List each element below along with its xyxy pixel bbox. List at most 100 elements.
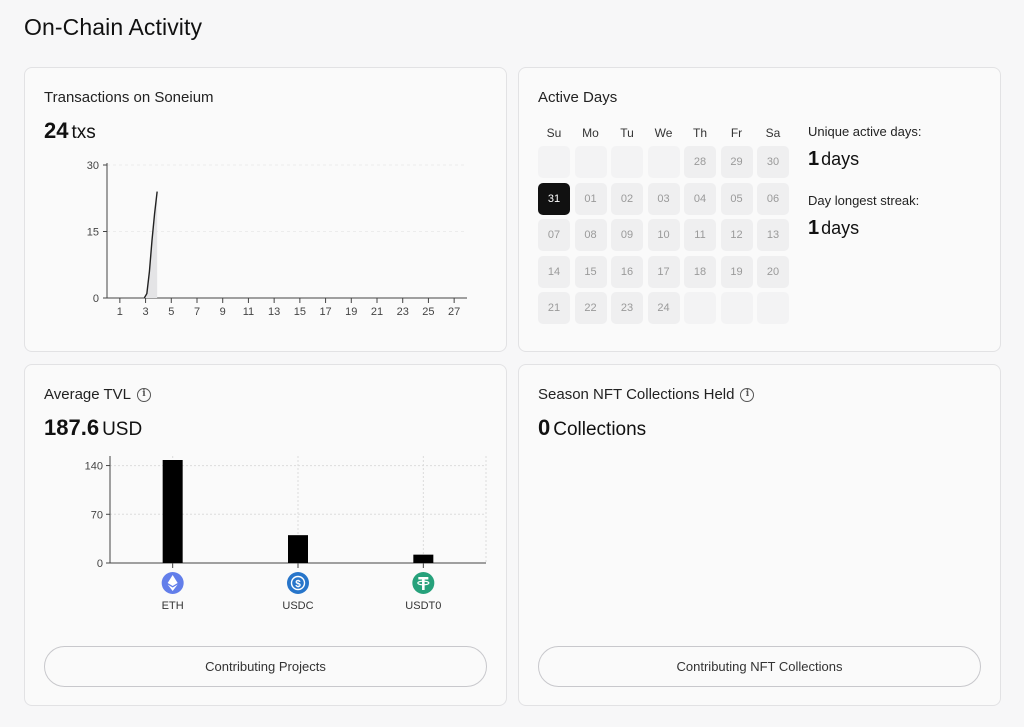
x-tick-label: 23	[397, 306, 409, 318]
info-icon[interactable]: i	[740, 387, 755, 402]
calendar-day: 07	[538, 219, 570, 251]
x-tick-label: 5	[168, 306, 174, 318]
streak-unit: days	[821, 218, 860, 238]
contributing-nft-collections-button[interactable]: Contributing NFT Collections	[538, 646, 981, 687]
x-tick-label: 27	[448, 306, 460, 318]
x-tick-label: 17	[319, 306, 331, 318]
unique-days-value: 1 days	[808, 148, 921, 171]
average-tvl-metric: 187.6 USD	[44, 415, 142, 441]
x-tick-label: 13	[268, 306, 280, 318]
calendar-day: 01	[574, 182, 607, 215]
y-tick-label: 30	[87, 160, 99, 172]
weekday-label: Th	[692, 126, 707, 140]
calendar-day: 19	[720, 255, 753, 288]
calendar-day: 11	[684, 219, 716, 251]
y-tick-label: 140	[85, 461, 103, 473]
x-tick-label: 11	[243, 306, 254, 318]
streak-label: Day longest streak:	[808, 193, 920, 208]
usdc-icon: $	[287, 572, 309, 594]
average-tvl-value: 187.6	[44, 415, 100, 440]
weekday-label: Fr	[730, 126, 743, 140]
y-tick-label: 0	[97, 558, 103, 570]
nft-collections-card: Season NFT Collections Held i 0 Collectio…	[518, 364, 1001, 706]
calendar-day: 30	[757, 146, 789, 178]
calendar-day: 06	[757, 182, 789, 215]
x-tick-label: 1	[117, 306, 123, 318]
tvl-chart: 0 70 140 ETH $ USDC USDT0	[85, 456, 487, 612]
category-label: USDT0	[405, 600, 441, 612]
transactions-metric: 24 txs	[44, 118, 96, 144]
calendar-day: 04	[684, 182, 716, 215]
weekday-label: We	[654, 126, 673, 140]
x-tick-label: 21	[371, 306, 383, 318]
y-tick-label: 0	[93, 293, 99, 305]
y-tick-label: 70	[91, 509, 103, 521]
unique-days-label: Unique active days:	[808, 124, 922, 139]
category-label: USDC	[282, 600, 313, 612]
info-icon[interactable]: i	[137, 387, 152, 402]
nft-metric: 0 Collections	[538, 415, 646, 441]
calendar-day: 17	[647, 255, 680, 288]
calendar-day: 18	[684, 255, 716, 288]
average-tvl-title: Average TVL	[44, 386, 132, 403]
transactions-line	[143, 191, 158, 299]
calendar-day: 08	[574, 219, 607, 251]
x-tick-label: 19	[345, 306, 357, 318]
transactions-area	[144, 191, 158, 298]
active-days-title: Active Days	[538, 89, 618, 106]
average-tvl-card: Average TVL i 187.6 USD 0 70 140 ETH $ USDC USD…	[24, 364, 507, 706]
streak-number: 1	[808, 217, 820, 239]
calendar-day: 14	[538, 255, 570, 288]
y-tick-label: 15	[87, 227, 99, 239]
eth-icon	[161, 572, 184, 594]
calendar-day: 20	[757, 255, 789, 288]
x-tick-label: 25	[422, 306, 434, 318]
calendar-day: 23	[611, 292, 643, 324]
calendar-day-active: 31	[538, 182, 570, 215]
calendar-day: 16	[611, 255, 643, 288]
calendar-empty-cell	[757, 292, 789, 324]
page-title: On-Chain Activity	[24, 14, 203, 40]
transactions-title: Transactions on Soneium	[44, 89, 214, 106]
unique-days-unit: days	[821, 149, 860, 169]
calendar-day: 13	[757, 219, 789, 251]
nft-unit: Collections	[553, 419, 647, 440]
calendar-day: 09	[611, 219, 643, 251]
weekday-label: Sa	[765, 126, 781, 140]
contributing-projects-button[interactable]: Contributing Projects	[44, 646, 487, 687]
calendar-empty-cell	[684, 292, 716, 324]
weekday-label: Mo	[582, 126, 599, 140]
category-label: ETH	[162, 600, 184, 612]
calendar-empty-cell	[538, 146, 570, 178]
x-tick-label: 3	[143, 306, 149, 318]
bar-usdt0	[413, 554, 434, 563]
average-tvl-title-row: Average TVL i	[44, 386, 152, 403]
transactions-card: Transactions on Soneium 24 txs 0 15 30 1 3 5 7 9…	[24, 67, 507, 352]
calendar-day: 15	[574, 255, 607, 288]
nft-title: Season NFT Collections Held	[538, 386, 735, 403]
weekday-label: Su	[546, 126, 562, 140]
calendar-day: 22	[574, 292, 607, 324]
unique-days-number: 1	[808, 148, 820, 170]
calendar-day: 28	[684, 146, 716, 178]
active-days-stats: Unique active days: 1 days Day longest st…	[808, 124, 921, 240]
average-tvl-unit: USD	[102, 419, 143, 440]
bar-eth	[162, 460, 183, 563]
usdt0-icon	[412, 572, 435, 594]
transactions-unit: txs	[71, 122, 96, 143]
calendar-empty-cell	[611, 146, 643, 178]
nft-title-row: Season NFT Collections Held i	[538, 386, 755, 403]
calendar-empty-cell	[574, 146, 607, 178]
calendar-day: 02	[611, 182, 643, 215]
calendar-day: 12	[720, 219, 753, 251]
svg-text:$: $	[295, 579, 301, 590]
calendar-empty-cell	[720, 292, 753, 324]
calendar-day: 29	[720, 146, 753, 178]
bar-usdc	[288, 535, 308, 563]
x-tick-label: 15	[294, 306, 306, 318]
x-tick-label: 7	[194, 306, 200, 318]
calendar-day: 05	[720, 182, 753, 215]
calendar-day: 21	[538, 292, 570, 324]
streak-value: 1 days	[808, 217, 921, 240]
